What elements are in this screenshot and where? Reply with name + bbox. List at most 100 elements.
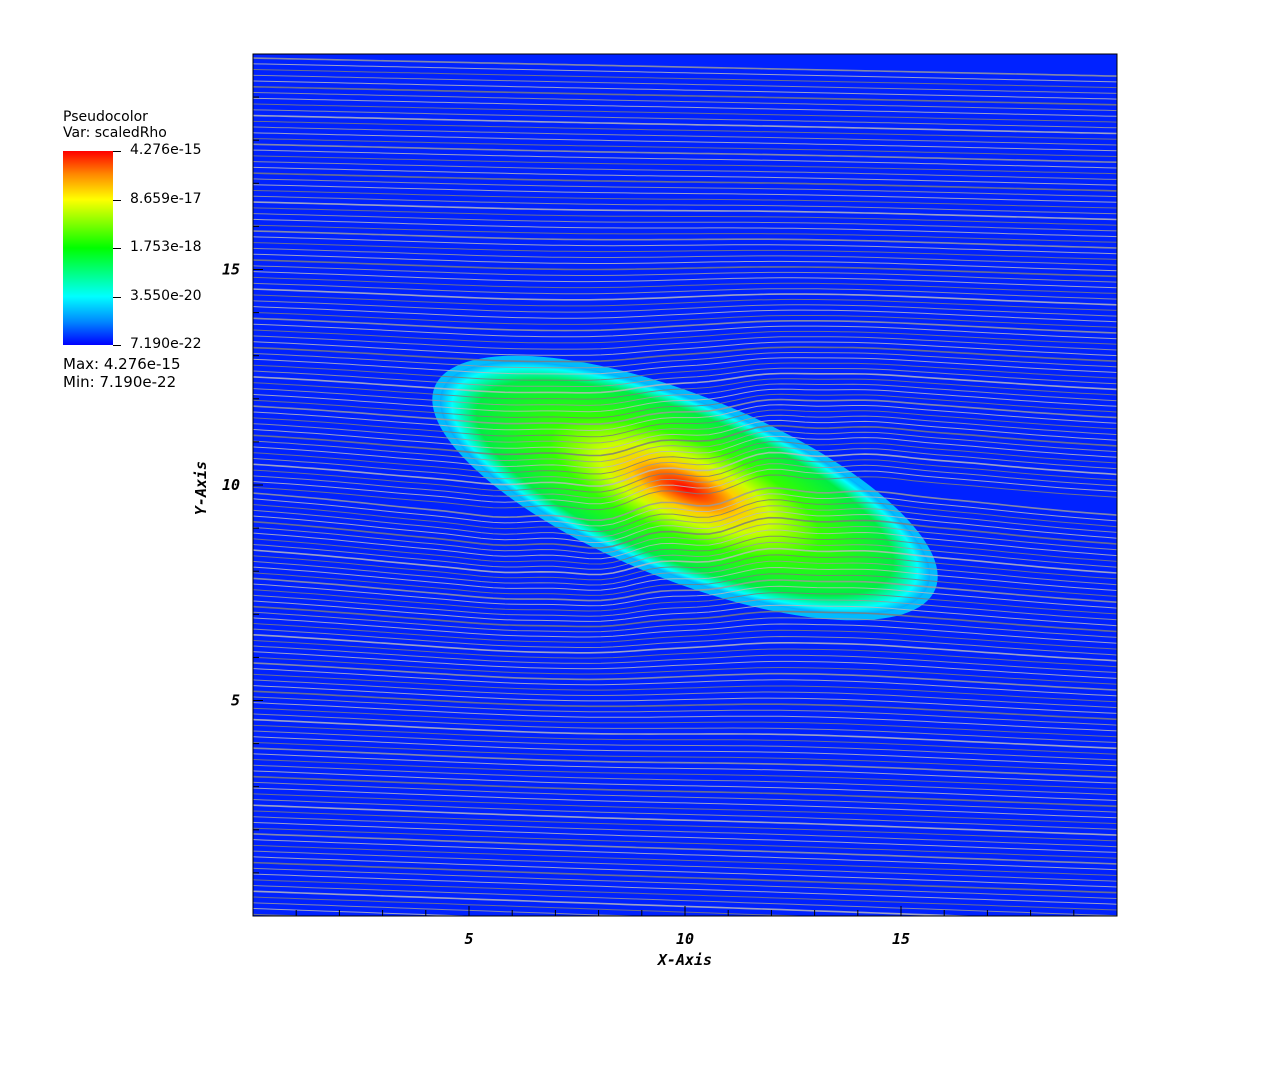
streamline [253, 126, 1117, 146]
streamline [253, 346, 1117, 363]
streamline [253, 213, 1117, 232]
legend-title: Pseudocolor [63, 109, 148, 125]
streamline [253, 362, 1117, 381]
streamline [253, 816, 1117, 848]
streamline [253, 74, 1117, 94]
streamline [253, 393, 1117, 419]
streamline [253, 747, 1117, 779]
streamline [253, 271, 1117, 289]
streamline [253, 759, 1117, 790]
streamline [253, 383, 1117, 406]
legend-colorbar [63, 151, 113, 345]
streamlines [253, 57, 1117, 916]
streamline [253, 97, 1117, 117]
legend-tick-mark [113, 151, 121, 152]
streamline [253, 879, 1117, 911]
streamline [253, 201, 1117, 221]
streamline [253, 352, 1117, 369]
streamline [253, 282, 1117, 300]
streamline [253, 306, 1117, 323]
streamline [253, 388, 1117, 413]
y-axis-title: Y-Axis [192, 461, 210, 515]
streamline [253, 317, 1117, 334]
streamline [253, 120, 1117, 140]
streamline [253, 414, 1117, 444]
streamline [253, 409, 1117, 438]
streamline [253, 718, 1117, 750]
streamline [253, 516, 1117, 549]
legend-tick-label: 7.190e-22 [130, 336, 202, 352]
streamline [253, 679, 1117, 709]
streamline [253, 885, 1117, 916]
streamline [253, 844, 1117, 876]
streamline [253, 161, 1117, 180]
streamline [253, 474, 1117, 511]
x-tick-label: 5 [464, 930, 473, 948]
streamline [253, 435, 1117, 469]
streamline [253, 312, 1117, 328]
streamline [253, 178, 1117, 198]
streamline [253, 335, 1117, 351]
streamline [253, 511, 1117, 544]
streamline [253, 730, 1117, 761]
legend-tick-label: 1.753e-18 [130, 239, 202, 255]
legend-tick-label: 4.276e-15 [130, 142, 202, 158]
streamline [253, 634, 1117, 662]
streamline [253, 378, 1117, 400]
streamline [253, 589, 1117, 615]
streamline [253, 138, 1117, 157]
streamline [253, 80, 1117, 100]
streamline [253, 623, 1117, 650]
streamline [253, 908, 479, 916]
streamline [253, 839, 1117, 871]
streamline [253, 753, 1117, 784]
streamline [253, 207, 1117, 226]
streamline [253, 166, 1117, 186]
streamline [253, 821, 1117, 853]
streamline [253, 300, 1117, 317]
streamline [253, 702, 1117, 732]
streamline [253, 103, 1117, 123]
streamline [253, 529, 1117, 560]
streamline [253, 276, 1117, 294]
streamline [253, 850, 1117, 882]
streamline [253, 668, 1117, 697]
streamline [253, 172, 1117, 192]
streamline [253, 685, 1117, 714]
streamline [253, 259, 1117, 278]
streamline [253, 662, 1117, 691]
streamline [253, 856, 1117, 888]
x-axis-title: X-Axis [656, 951, 712, 969]
legend-max: Max: 4.276e-15 [63, 355, 181, 373]
legend-tick-mark [113, 296, 121, 298]
streamline [253, 218, 1117, 238]
streamline [253, 560, 1117, 586]
streamline [253, 451, 1117, 487]
streamline [253, 195, 1117, 215]
streamline [253, 367, 1117, 387]
streamline [253, 424, 1117, 457]
streamline [253, 594, 1117, 621]
streamline [253, 541, 1117, 570]
streamline [253, 63, 1117, 83]
streamline [253, 446, 1117, 481]
streamline [253, 357, 1117, 375]
streamline [253, 329, 1117, 345]
streamline [253, 149, 1117, 169]
streamline [253, 566, 1117, 591]
streamline [253, 184, 1117, 203]
streamline [253, 92, 1117, 112]
streamline [253, 242, 1117, 260]
streamline [253, 787, 1117, 819]
streamline [253, 600, 1117, 627]
streamline [253, 639, 1117, 668]
streamline [253, 736, 1117, 767]
streamline [253, 493, 1117, 527]
streamline [253, 833, 1117, 865]
streamline [253, 583, 1117, 609]
streamline [253, 781, 1117, 813]
streamline [253, 505, 1117, 538]
legend-tick-mark [113, 199, 121, 201]
legend-min: Min: 7.190e-22 [63, 373, 177, 391]
